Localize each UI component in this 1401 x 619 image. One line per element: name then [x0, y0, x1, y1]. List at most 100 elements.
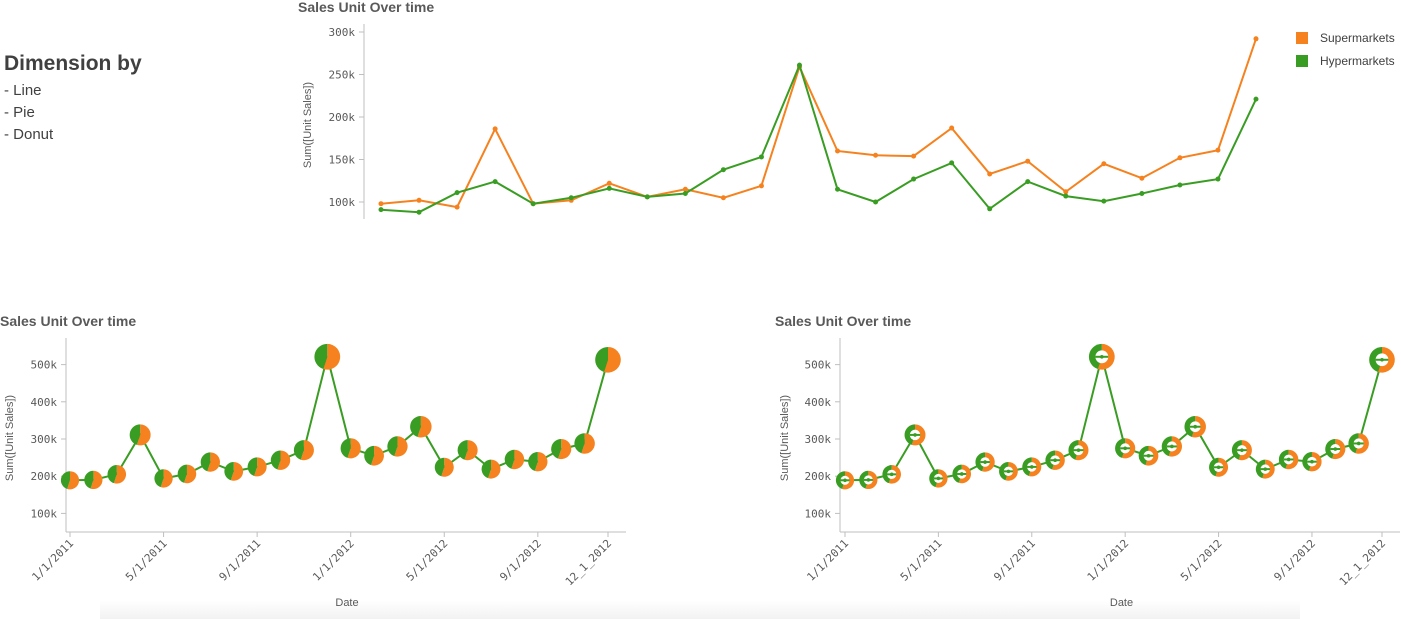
slice-hypermarkets — [270, 450, 281, 470]
slice-supermarkets — [604, 346, 621, 373]
donut-marker — [859, 470, 878, 490]
slice-supermarkets — [254, 457, 267, 477]
slice-hypermarkets — [154, 469, 164, 488]
dimension-heading: Dimension by — [4, 52, 142, 75]
data-point-supermarkets — [987, 171, 993, 177]
pie-marker — [84, 470, 103, 490]
donut-center-dot — [1263, 467, 1268, 471]
x-tick-label: 9/1/2012 — [497, 537, 544, 584]
x-tick-label: 1/1/2011 — [29, 537, 76, 584]
slice-hypermarkets — [574, 433, 585, 454]
pie-marker — [224, 461, 244, 481]
pie-marker — [177, 464, 197, 484]
slice-hypermarkets — [457, 440, 468, 460]
series-line-supermarkets — [380, 38, 1257, 209]
data-point-supermarkets — [911, 153, 917, 159]
slice-hypermarkets — [410, 415, 421, 437]
data-point-supermarkets — [1215, 147, 1221, 153]
donut-marker — [1184, 415, 1206, 438]
data-point-supermarkets — [378, 201, 384, 207]
donut-marker — [999, 461, 1018, 481]
pie-marker — [247, 457, 267, 477]
legend-label-hypermarkets: Hypermarkets — [1320, 54, 1395, 68]
slice-supermarkets — [300, 440, 314, 461]
slice-hypermarkets — [314, 343, 328, 370]
data-point-supermarkets — [1025, 158, 1031, 164]
slice-supermarkets — [511, 449, 525, 470]
pie-marker — [574, 433, 595, 454]
y-tick-label: 150k — [329, 154, 356, 167]
slice-hypermarkets — [595, 346, 608, 372]
legend-swatch-hypermarkets — [1296, 55, 1308, 67]
data-point-hypermarkets — [1177, 182, 1183, 188]
data-point-supermarkets — [416, 197, 422, 203]
pie-marker — [270, 450, 291, 470]
data-point-hypermarkets — [644, 194, 650, 200]
x-tick-label: 9/1/2011 — [991, 537, 1038, 584]
donut-marker — [929, 469, 948, 488]
donut-marker — [1088, 343, 1115, 370]
slice-hypermarkets — [528, 452, 538, 471]
donut-marker — [1068, 440, 1089, 461]
donut-center-dot — [913, 433, 917, 437]
data-point-supermarkets — [949, 125, 955, 131]
slice-hypermarkets — [224, 461, 234, 481]
slice-supermarkets — [581, 433, 595, 454]
slice-hypermarkets — [999, 461, 1009, 481]
slice-hypermarkets — [247, 457, 258, 476]
slice-supermarkets — [441, 457, 454, 477]
x-axis-label: Date — [1110, 597, 1133, 609]
donut-center-dot — [936, 476, 941, 481]
pie-marker — [551, 438, 572, 460]
x-tick-label: 1/1/2012 — [310, 537, 357, 584]
donut-center-dot — [1193, 424, 1198, 429]
slice-hypermarkets — [1022, 457, 1032, 476]
pie-marker — [595, 346, 621, 373]
slice-hypermarkets — [1088, 343, 1102, 370]
donut-marker — [1278, 449, 1299, 470]
y-tick-label: 200k — [329, 111, 356, 124]
slice-hypermarkets — [177, 464, 187, 483]
pie-marker — [457, 440, 478, 461]
donut-marker — [952, 464, 972, 484]
slice-supermarkets — [90, 470, 103, 490]
y-tick-label: 500k — [31, 359, 58, 372]
slice-hypermarkets — [293, 440, 304, 460]
data-point-supermarkets — [758, 183, 764, 189]
donut-marker — [1161, 436, 1183, 457]
slice-supermarkets — [534, 452, 548, 472]
pie-marker — [129, 424, 151, 446]
data-point-hypermarkets — [796, 62, 802, 68]
y-tick-label: 100k — [805, 507, 832, 520]
x-tick-label: 9/1/2012 — [1271, 537, 1318, 584]
pie-marker — [410, 415, 432, 438]
x-tick-label: 5/1/2012 — [1178, 537, 1225, 584]
x-tick-label: 1/1/2011 — [804, 537, 851, 584]
donut-marker — [1022, 457, 1042, 477]
donut-center-dot — [1356, 441, 1361, 446]
donut-marker — [1138, 445, 1159, 466]
donut-marker — [1325, 438, 1346, 460]
donut-marker — [1302, 452, 1322, 472]
donut-center-dot — [1286, 457, 1291, 462]
donut-marker — [1115, 438, 1136, 459]
slice-hypermarkets — [481, 459, 492, 479]
data-point-supermarkets — [492, 126, 498, 132]
donut-marker — [904, 424, 926, 446]
donut-center-dot — [1053, 458, 1057, 463]
slice-hypermarkets — [551, 438, 562, 459]
x-tick-label: 5/1/2011 — [123, 537, 170, 584]
pie-marker — [314, 343, 341, 370]
y-axis-label: Sum([Unit Sales]) — [779, 395, 791, 481]
x-tick-label: 5/1/2011 — [898, 537, 945, 584]
pie-marker — [364, 445, 384, 466]
slice-hypermarkets — [1209, 457, 1219, 477]
x-tick-label: 12_1_2012 — [563, 537, 614, 588]
total-line — [69, 356, 609, 482]
donut-marker — [882, 465, 901, 484]
donut-marker — [1369, 346, 1395, 373]
slice-supermarkets — [488, 459, 501, 479]
data-point-hypermarkets — [1101, 198, 1107, 204]
pie-marker — [387, 436, 408, 457]
